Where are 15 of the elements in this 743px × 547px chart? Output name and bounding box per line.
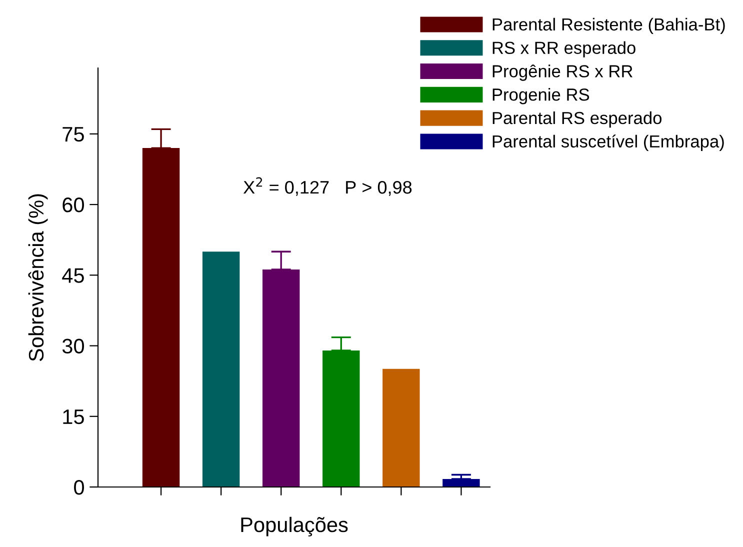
y-tick-label: 15 xyxy=(63,410,84,424)
y-axis-title: Sobrevivência (%) xyxy=(28,194,48,362)
y-tick-label: 75 xyxy=(62,127,84,142)
y-tick-label: 30 xyxy=(62,338,84,354)
y-tick-label: 60 xyxy=(62,198,84,212)
legend-label: Parental Resistente (Bahia-Bt) xyxy=(492,18,725,34)
y-tick-label: 45 xyxy=(62,268,84,283)
x-axis-title: Populações xyxy=(241,516,348,536)
legend-label: RS x RR esperado xyxy=(492,41,636,58)
legend-label: Progênie RS x RR xyxy=(492,64,632,81)
legend-label: Parental RS esperado xyxy=(492,111,662,128)
y-tick-label: 0 xyxy=(74,480,84,495)
annotation: X$^{2}$ = 0,127 P > 0,98 xyxy=(243,177,412,196)
legend-label: Parental suscetível (Embrapa) xyxy=(492,134,724,152)
legend-label: Progenie RS xyxy=(492,88,590,104)
